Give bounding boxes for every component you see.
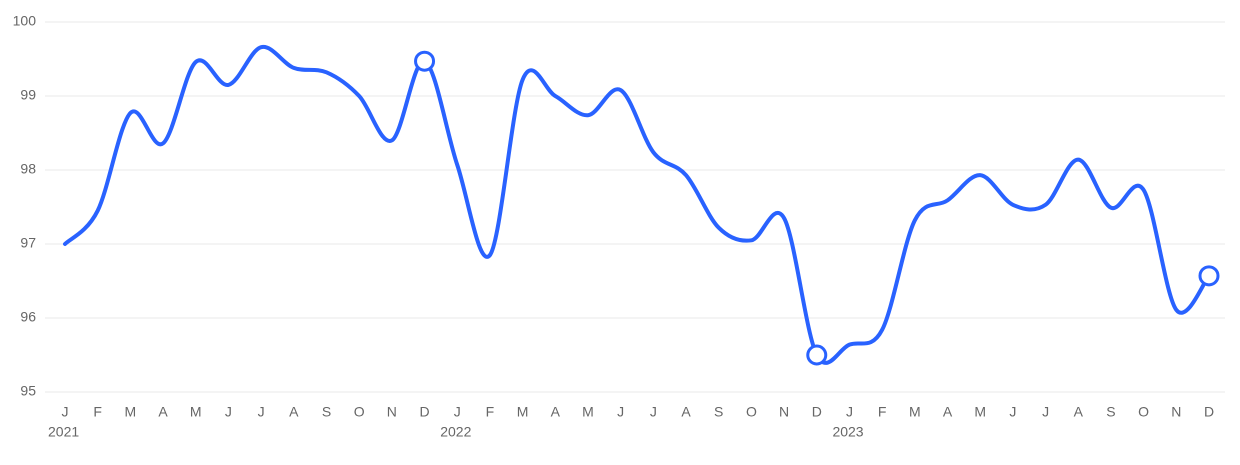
x-tick-label: M xyxy=(974,404,986,420)
x-tick-label: M xyxy=(582,404,594,420)
x-tick-label: S xyxy=(1106,404,1115,420)
x-tick-label: A xyxy=(943,404,953,420)
x-tick-label: O xyxy=(354,404,365,420)
x-tick-label: M xyxy=(125,404,137,420)
x-tick-label: J xyxy=(650,404,657,420)
x-tick-label: J xyxy=(258,404,265,420)
year-label: 2021 xyxy=(48,424,79,440)
x-tick-label: S xyxy=(714,404,723,420)
year-label: 2023 xyxy=(832,424,863,440)
x-tick-label: J xyxy=(1009,404,1016,420)
y-tick-label: 95 xyxy=(20,383,36,399)
x-tick-label: J xyxy=(846,404,853,420)
x-tick-label: A xyxy=(158,404,168,420)
x-tick-label: N xyxy=(387,404,397,420)
x-tick-label: D xyxy=(419,404,429,420)
x-tick-label: A xyxy=(289,404,299,420)
line xyxy=(63,45,1211,365)
x-tick-label: O xyxy=(746,404,757,420)
x-tick-label: A xyxy=(681,404,691,420)
x-tick-label: J xyxy=(225,404,232,420)
x-tick-label: M xyxy=(909,404,921,420)
x-tick-label: J xyxy=(617,404,624,420)
x-tick-label: O xyxy=(1138,404,1149,420)
x-tick-label: A xyxy=(551,404,561,420)
x-tick-label: J xyxy=(454,404,461,420)
y-tick-label: 97 xyxy=(20,235,36,251)
x-tick-label: J xyxy=(62,404,69,420)
x-tick-label: F xyxy=(878,404,887,420)
point-marker xyxy=(414,50,436,72)
point-marker xyxy=(806,344,828,366)
x-tick-label: N xyxy=(1171,404,1181,420)
y-tick-label: 98 xyxy=(20,161,36,177)
y-tick-label: 96 xyxy=(20,309,36,325)
x-tick-label: D xyxy=(1204,404,1214,420)
x-tick-label: F xyxy=(486,404,495,420)
x-tick-label: F xyxy=(93,404,102,420)
x-tick-label: M xyxy=(517,404,529,420)
y-tick-label: 100 xyxy=(13,13,37,29)
x-tick-label: S xyxy=(322,404,331,420)
point-marker xyxy=(1198,265,1220,287)
x-tick-label: D xyxy=(812,404,822,420)
x-tick-label: M xyxy=(190,404,202,420)
y-tick-label: 99 xyxy=(20,87,36,103)
x-tick-label: J xyxy=(1042,404,1049,420)
year-label: 2022 xyxy=(440,424,471,440)
x-tick-label: N xyxy=(779,404,789,420)
x-tick-label: A xyxy=(1074,404,1084,420)
